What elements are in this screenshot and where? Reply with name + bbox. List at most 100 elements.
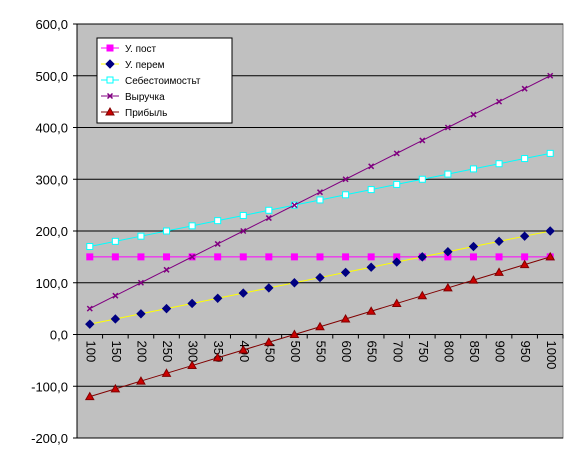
y-tick-label: 300,0 xyxy=(35,172,68,187)
legend-entry: У. пост xyxy=(101,44,157,55)
data-point xyxy=(545,251,556,261)
legend: У. пост У. перем Себестоимостьт Выручка Приб… xyxy=(96,37,233,124)
data-point xyxy=(316,189,324,196)
data-point xyxy=(315,272,325,283)
data-point xyxy=(86,243,94,251)
legend-entry: Выручка xyxy=(101,92,165,103)
x-axis-ticks: 1001502002503003504004505005506006507007… xyxy=(76,334,564,370)
data-point xyxy=(470,111,477,118)
data-point xyxy=(418,175,426,183)
data-point xyxy=(85,319,95,329)
legend-swatch-marker xyxy=(105,59,115,69)
data-point xyxy=(546,149,554,157)
x-tick-label: 950 xyxy=(518,341,533,363)
legend-label: Прибыль xyxy=(125,107,167,119)
data-point xyxy=(417,252,428,262)
data-point xyxy=(163,253,171,261)
data-point xyxy=(393,150,400,157)
data-point xyxy=(547,72,554,79)
data-point xyxy=(340,313,351,323)
data-point xyxy=(161,368,172,377)
data-point xyxy=(86,305,93,312)
data-point xyxy=(189,253,196,260)
y-axis-ticks: -200,0 -100,0 0,0 100,0 200,0 300,0 400,0 500,0… xyxy=(31,17,77,446)
data-point xyxy=(212,293,223,303)
data-point xyxy=(137,232,145,240)
data-point xyxy=(112,292,119,299)
series-1 xyxy=(85,226,555,329)
data-point xyxy=(443,282,453,292)
data-point xyxy=(494,236,504,247)
data-point xyxy=(340,267,351,278)
y-tick-label: 200,0 xyxy=(35,224,68,239)
data-point xyxy=(163,227,171,235)
data-point xyxy=(417,290,428,300)
data-point xyxy=(316,253,324,261)
legend-entry: Себестоимостьт xyxy=(101,75,201,87)
data-point xyxy=(315,321,325,331)
data-point xyxy=(289,329,300,338)
y-tick-label: 600,0 xyxy=(35,17,68,32)
data-point xyxy=(444,170,452,178)
data-point xyxy=(443,246,453,257)
x-tick-label: 300 xyxy=(186,341,201,363)
data-point xyxy=(495,253,503,261)
y-tick-label: -200,0 xyxy=(31,431,68,446)
data-point xyxy=(366,262,376,272)
data-point xyxy=(444,124,451,131)
y-tick-label: 100,0 xyxy=(35,276,68,291)
y-tick-label: 0,0 xyxy=(50,328,68,343)
data-point xyxy=(238,345,249,354)
legend-swatch-marker xyxy=(106,76,114,84)
x-tick-label: 100 xyxy=(83,341,98,363)
data-point xyxy=(468,241,479,252)
x-tick-label: 900 xyxy=(493,341,508,363)
x-tick-label: 600 xyxy=(339,341,354,363)
data-point xyxy=(110,314,121,324)
legend-swatch-marker xyxy=(106,92,114,100)
data-point xyxy=(214,217,222,225)
data-point xyxy=(161,303,172,314)
legend-label: У. перем xyxy=(125,60,165,71)
data-point xyxy=(110,383,121,393)
data-point xyxy=(86,253,94,261)
data-point xyxy=(468,275,479,284)
data-point xyxy=(393,180,401,188)
data-point xyxy=(367,253,375,261)
data-point xyxy=(265,253,273,261)
y-tick-label: 500,0 xyxy=(35,69,68,84)
data-point xyxy=(367,186,375,194)
x-tick-label: 700 xyxy=(390,341,405,363)
x-tick-label: 550 xyxy=(314,341,329,363)
y-tick-label: 400,0 xyxy=(35,121,68,136)
data-point xyxy=(521,85,528,92)
x-tick-label: 250 xyxy=(160,341,175,363)
grid-lines xyxy=(77,23,563,439)
data-point xyxy=(519,231,530,241)
data-point xyxy=(263,337,274,346)
data-point xyxy=(264,283,274,293)
series-4 xyxy=(84,251,556,401)
data-point xyxy=(419,137,426,144)
x-tick-label: 1000 xyxy=(544,341,559,370)
data-point xyxy=(214,253,222,261)
x-tick-label: 750 xyxy=(416,341,431,363)
x-tick-label: 200 xyxy=(135,341,150,363)
data-point xyxy=(137,253,145,261)
series-2 xyxy=(86,149,554,251)
x-tick-label: 450 xyxy=(262,341,277,363)
data-point xyxy=(342,176,349,183)
data-point xyxy=(496,98,503,105)
legend-label: Себестоимостьт xyxy=(125,75,201,87)
legend-label: У. пост xyxy=(125,44,157,55)
legend-entry: У. перем xyxy=(101,59,165,71)
x-tick-label: 650 xyxy=(365,341,380,363)
data-point xyxy=(187,360,197,370)
data-point xyxy=(111,237,119,245)
data-point xyxy=(188,222,196,230)
data-point xyxy=(214,240,221,247)
x-tick-label: 800 xyxy=(441,341,456,363)
data-point xyxy=(391,298,402,307)
